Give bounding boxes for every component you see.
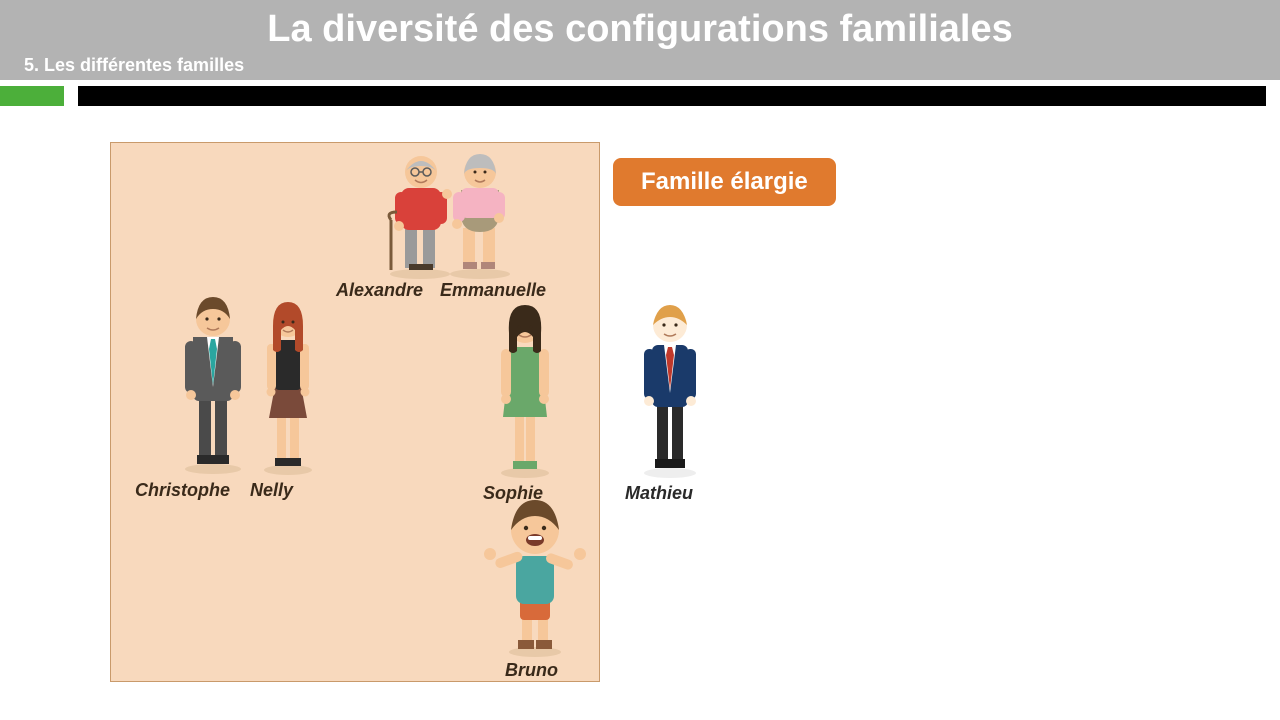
label-christophe: Christophe [135, 480, 230, 501]
slide-header: La diversité des configurations familial… [0, 0, 1280, 80]
label-nelly: Nelly [250, 480, 293, 501]
slide-subtitle: 5. Les différentes familles [0, 55, 1280, 76]
person-mathieu [625, 303, 715, 478]
grandparents-icon [365, 150, 540, 280]
family-type-badge: Famille élargie [613, 158, 836, 206]
man-navy-suit-icon [630, 303, 710, 478]
label-mathieu: Mathieu [625, 483, 693, 504]
person-sophie [480, 303, 570, 478]
man-suit-icon [173, 295, 253, 475]
boy-icon [480, 498, 590, 658]
person-nelly [243, 300, 333, 475]
label-alexandre: Alexandre [336, 280, 423, 301]
slide-title: La diversité des configurations familial… [0, 8, 1280, 51]
progress-bar-black [78, 86, 1266, 106]
label-emmanuelle: Emmanuelle [440, 280, 546, 301]
woman-black-dress-icon [253, 300, 323, 475]
progress-bars [0, 86, 1280, 106]
woman-green-dress-icon [485, 303, 565, 478]
person-grandparents [365, 150, 540, 280]
progress-bar-green [0, 86, 64, 106]
label-bruno: Bruno [505, 660, 558, 681]
person-bruno [480, 498, 580, 658]
